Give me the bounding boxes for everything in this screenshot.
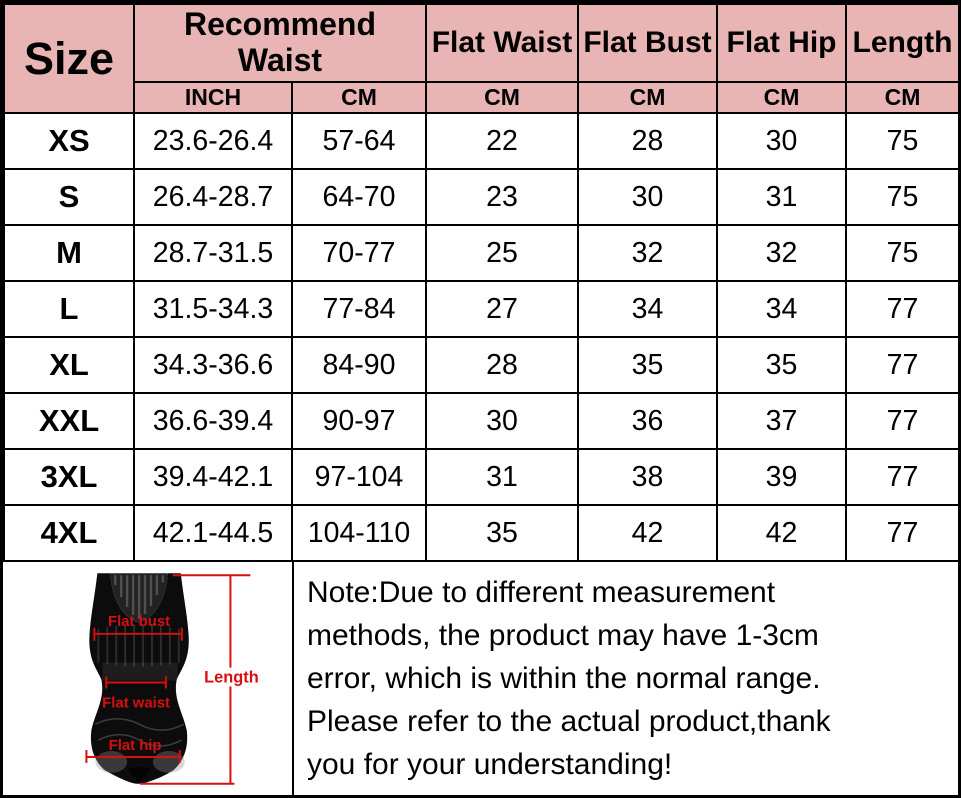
bodysuit-mesh-stripes — [114, 575, 165, 619]
value-cell: 30 — [425, 392, 579, 450]
bodysuit-left-leg-sheer — [95, 750, 128, 773]
product-figure-cell: Flat bust Flat waist Flat hip Length — [3, 562, 294, 795]
value-cell: 42.1-44.5 — [133, 504, 293, 562]
header-row: Size Recommend Waist Flat Waist Flat Bus… — [3, 3, 958, 114]
value-cell: 77 — [845, 392, 958, 450]
length-label: Length — [204, 668, 259, 686]
value-cell: 28.7-31.5 — [133, 224, 293, 282]
value-cell: 39.4-42.1 — [133, 448, 293, 506]
value-cell: 42 — [577, 504, 718, 562]
value-cell: 32 — [716, 224, 847, 282]
bodysuit-measurement-illustration: Flat bust Flat waist Flat hip Length — [85, 573, 259, 785]
table-row-xxl: XXL 36.6-39.4 90-97 30 36 37 77 — [3, 392, 958, 450]
value-cell: 77 — [845, 448, 958, 506]
waist-label: Flat waist — [102, 695, 170, 711]
length-label-backing — [205, 667, 258, 687]
bust-label: Flat bust — [108, 614, 170, 630]
bodysuit-crotch-shadow — [128, 766, 151, 784]
value-cell: 30 — [716, 112, 847, 170]
col-header-flat-hip: Flat Hip — [716, 3, 847, 83]
table-row-xs: XS 23.6-26.4 57-64 22 28 30 75 — [3, 112, 958, 170]
size-cell: 3XL — [3, 448, 135, 506]
value-cell: 34.3-36.6 — [133, 336, 293, 394]
value-cell: 23 — [425, 168, 579, 226]
value-cell: 75 — [845, 112, 958, 170]
value-cell: 36 — [577, 392, 718, 450]
value-cell: 23.6-26.4 — [133, 112, 293, 170]
col-header-flat-waist: Flat Waist — [425, 3, 579, 83]
value-cell: 97-104 — [291, 448, 427, 506]
value-cell: 42 — [716, 504, 847, 562]
value-cell: 39 — [716, 448, 847, 506]
value-cell: 31.5-34.3 — [133, 280, 293, 338]
unit-cm-flat-waist: CM — [425, 81, 579, 114]
value-cell: 27 — [425, 280, 579, 338]
value-cell: 31 — [425, 448, 579, 506]
value-cell: 35 — [425, 504, 579, 562]
value-cell: 70-77 — [291, 224, 427, 282]
value-cell: 34 — [577, 280, 718, 338]
value-cell: 36.6-39.4 — [133, 392, 293, 450]
value-cell: 57-64 — [291, 112, 427, 170]
value-cell: 77-84 — [291, 280, 427, 338]
value-cell: 35 — [577, 336, 718, 394]
units-row: INCH CM CM CM CM CM — [4, 81, 958, 114]
size-cell: XL — [3, 336, 135, 394]
table-row-l: L 31.5-34.3 77-84 27 34 34 77 — [3, 280, 958, 338]
value-cell: 30 — [577, 168, 718, 226]
value-cell: 28 — [577, 112, 718, 170]
unit-cm-flat-bust: CM — [577, 81, 718, 114]
unit-cm-length: CM — [845, 81, 958, 114]
value-cell: 64-70 — [291, 168, 427, 226]
table-row-3xl: 3XL 39.4-42.1 97-104 31 38 39 77 — [3, 448, 958, 506]
value-cell: 104-110 — [291, 504, 427, 562]
note-cell: Note:Due to different measurement method… — [294, 562, 958, 795]
note-text: Note:Due to different measurement method… — [307, 576, 831, 782]
bodysuit-lace-texture — [95, 717, 185, 747]
col-header-recommend-waist: Recommend Waist — [133, 3, 427, 83]
value-cell: 77 — [845, 504, 958, 562]
value-cell: 38 — [577, 448, 718, 506]
bodysuit-waist-band — [102, 662, 178, 681]
unit-cm-flat-hip: CM — [716, 81, 847, 114]
value-cell: 75 — [845, 224, 958, 282]
size-cell: XXL — [3, 392, 135, 450]
value-cell: 37 — [716, 392, 847, 450]
size-cell: L — [3, 280, 135, 338]
size-cell: S — [3, 168, 135, 226]
size-table: Size Recommend Waist Flat Waist Flat Bus… — [3, 3, 958, 562]
hip-label: Flat hip — [109, 738, 162, 754]
table-row-xl: XL 34.3-36.6 84-90 28 35 35 77 — [3, 336, 958, 394]
value-cell: 34 — [716, 280, 847, 338]
bottom-section: Flat bust Flat waist Flat hip Length Not… — [3, 562, 958, 795]
size-cell: M — [3, 224, 135, 282]
col-header-recommend-waist-label: Recommend Waist — [183, 6, 377, 78]
value-cell: 32 — [577, 224, 718, 282]
table-row-m: M 28.7-31.5 70-77 25 32 32 75 — [3, 224, 958, 282]
size-cell: 4XL — [3, 504, 135, 562]
value-cell: 31 — [716, 168, 847, 226]
value-cell: 26.4-28.7 — [133, 168, 293, 226]
col-header-length: Length — [845, 3, 958, 83]
value-cell: 84-90 — [291, 336, 427, 394]
value-cell: 77 — [845, 280, 958, 338]
value-cell: 90-97 — [291, 392, 427, 450]
col-header-flat-bust: Flat Bust — [577, 3, 718, 83]
value-cell: 35 — [716, 336, 847, 394]
table-row-s: S 26.4-28.7 64-70 23 30 31 75 — [3, 168, 958, 226]
value-cell: 77 — [845, 336, 958, 394]
bodysuit-silhouette — [89, 573, 189, 784]
unit-inch: INCH — [133, 81, 293, 114]
value-cell: 25 — [425, 224, 579, 282]
value-cell: 28 — [425, 336, 579, 394]
size-cell: XS — [3, 112, 135, 170]
unit-cm-waist: CM — [291, 81, 427, 114]
table-row-4xl: 4XL 42.1-44.5 104-110 35 42 42 77 — [3, 504, 958, 562]
col-header-size: Size — [3, 3, 135, 114]
value-cell: 22 — [425, 112, 579, 170]
value-cell: 75 — [845, 168, 958, 226]
